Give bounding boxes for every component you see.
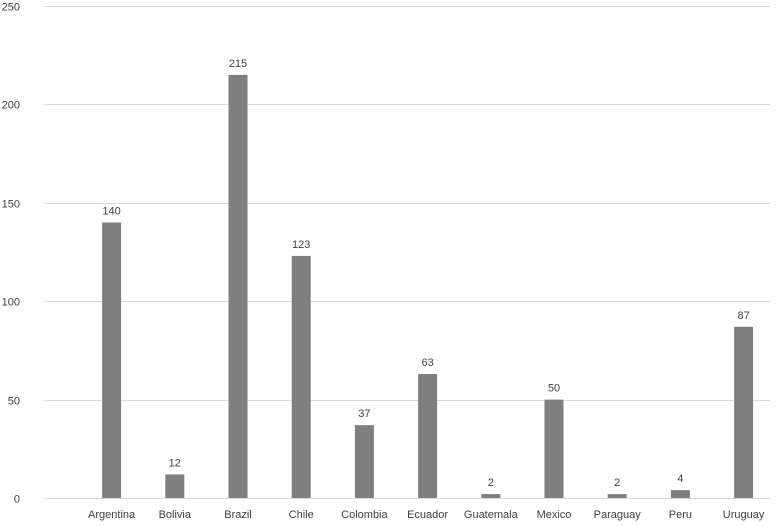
data-label: 50	[548, 383, 560, 395]
y-tick-label: 200	[2, 100, 20, 112]
data-label: 2	[488, 477, 494, 489]
bar-brazil	[228, 74, 248, 498]
data-label: 63	[421, 357, 433, 369]
data-label: 123	[292, 239, 310, 251]
bar-chile	[291, 255, 311, 498]
data-labels: 140 12 215 123 37 63 2 50 2 4 87	[102, 58, 749, 489]
y-tick-label: 100	[2, 297, 20, 309]
data-label: 37	[358, 408, 370, 420]
y-tick-label: 50	[8, 396, 20, 408]
data-label: 4	[677, 473, 683, 485]
bar-guatemala	[481, 494, 501, 498]
x-category-label: Bolivia	[159, 509, 192, 521]
x-category-label: Argentina	[88, 509, 136, 521]
bar-uruguay	[734, 326, 754, 498]
x-category-label: Colombia	[341, 509, 388, 521]
y-tick-label: 150	[2, 199, 20, 211]
gridlines	[44, 6, 770, 499]
data-label: 87	[737, 310, 749, 322]
bar-mexico	[544, 399, 564, 498]
bar-peru	[670, 490, 690, 498]
data-label: 2	[614, 477, 620, 489]
bar-ecuador	[418, 374, 438, 498]
y-tick-label: 0	[14, 494, 20, 506]
bar-argentina	[102, 222, 122, 499]
x-category-label: Chile	[289, 509, 314, 521]
bar-bolivia	[165, 474, 185, 498]
bar-paraguay	[607, 494, 627, 498]
x-category-label: Ecuador	[407, 509, 448, 521]
x-category-label: Peru	[669, 509, 692, 521]
data-label: 215	[229, 58, 247, 70]
data-label: 140	[102, 205, 120, 217]
bar-colombia	[354, 425, 374, 498]
x-category-label: Brazil	[224, 509, 252, 521]
x-category-label: Paraguay	[594, 509, 642, 521]
x-category-label: Uruguay	[723, 509, 765, 521]
y-tick-label: 250	[2, 2, 20, 14]
x-axis-category-labels: Argentina Bolivia Brazil Chile Colombia Ecuad…	[88, 509, 765, 521]
data-label: 12	[169, 457, 181, 469]
x-category-label: Guatemala	[464, 509, 519, 521]
y-axis-tick-labels: 0 50 100 150 200 250	[2, 2, 20, 506]
x-category-label: Mexico	[537, 509, 572, 521]
bars	[102, 74, 754, 499]
